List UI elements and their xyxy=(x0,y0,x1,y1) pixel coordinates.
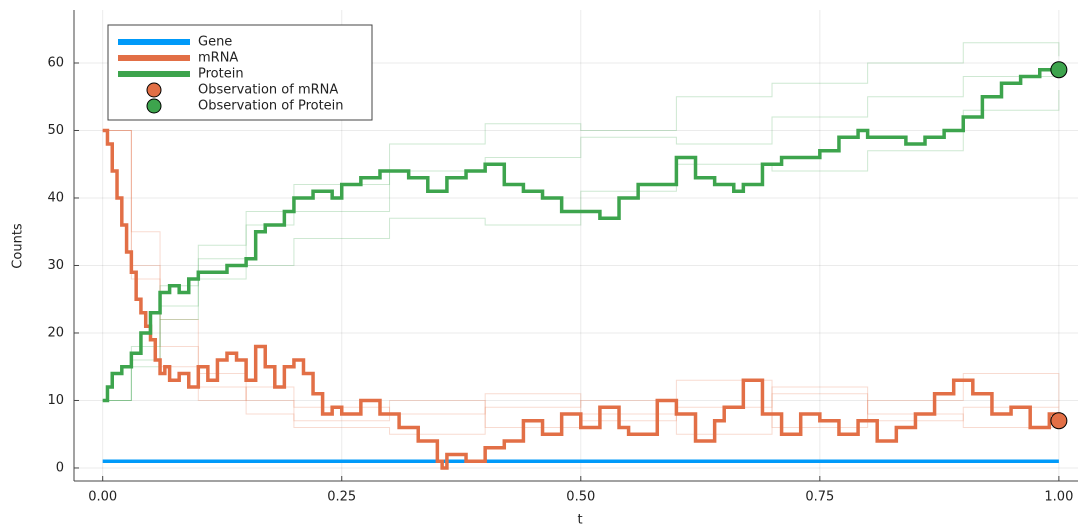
series-line xyxy=(102,67,1061,403)
legend-label: Protein xyxy=(198,67,244,82)
x-tick-label: 0.75 xyxy=(805,490,834,505)
y-tick-label: 40 xyxy=(47,190,64,205)
x-tick-label: 1.00 xyxy=(1044,490,1073,505)
y-tick-label: 30 xyxy=(47,258,64,273)
legend-label: mRNA xyxy=(198,51,238,66)
y-tick-label: 20 xyxy=(47,325,64,340)
x-tick-label: 0.50 xyxy=(566,490,595,505)
sample-line xyxy=(102,129,1060,428)
legend-label: Observation of mRNA xyxy=(198,83,338,98)
y-axis-label: Counts xyxy=(11,223,26,269)
x-tick-label: 0.00 xyxy=(88,490,117,505)
x-axis-label: t xyxy=(577,513,582,527)
legend-label: Observation of Protein xyxy=(198,99,344,114)
legend-marker xyxy=(146,82,162,98)
legend-marker xyxy=(146,98,162,114)
sample-line xyxy=(102,89,1060,401)
y-tick-label: 60 xyxy=(47,55,64,70)
legend-label: Gene xyxy=(198,35,232,50)
series-line xyxy=(102,128,1061,470)
y-tick-label: 0 xyxy=(56,460,64,475)
x-tick-label: 0.25 xyxy=(327,490,356,505)
y-tick-label: 10 xyxy=(47,393,64,408)
sample-line xyxy=(102,129,1060,435)
y-tick-label: 50 xyxy=(47,123,64,138)
sample-line xyxy=(102,129,1060,435)
observation-marker xyxy=(1050,412,1068,430)
observation-marker xyxy=(1050,61,1068,79)
